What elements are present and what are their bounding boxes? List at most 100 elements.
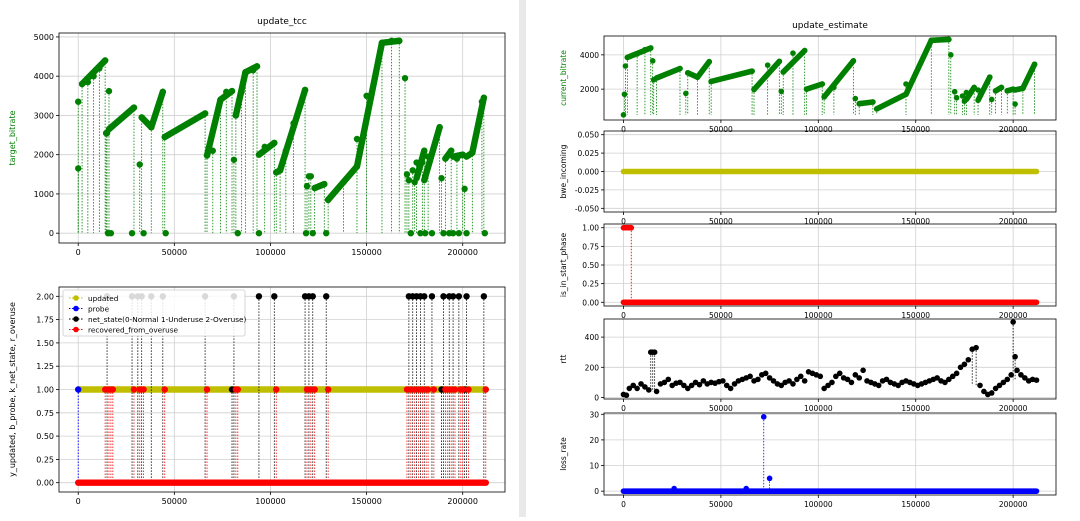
legend-marker xyxy=(73,305,79,312)
data-point xyxy=(720,378,726,384)
data-point xyxy=(992,88,999,94)
legend-entry: recovered_from_overuse xyxy=(88,326,179,335)
data-point xyxy=(223,88,230,96)
data-point xyxy=(700,378,707,384)
x-tick-label: 50000 xyxy=(709,125,733,134)
data-point xyxy=(234,229,241,237)
data-point xyxy=(681,382,687,389)
data-point xyxy=(1008,372,1014,378)
x-tick-label: 100000 xyxy=(804,500,833,509)
data-point xyxy=(988,96,995,103)
data-point xyxy=(162,229,169,237)
x-tick-label: 0 xyxy=(76,248,81,257)
data-point xyxy=(230,156,238,163)
x-tick-label: 200000 xyxy=(999,404,1028,413)
data-point xyxy=(307,173,315,180)
data-point xyxy=(836,370,843,377)
data-point xyxy=(75,165,82,172)
data-point xyxy=(440,293,447,300)
y-tick-label: 0.25 xyxy=(36,455,54,464)
y-tick-label: 1.25 xyxy=(36,362,54,371)
data-point xyxy=(159,88,167,96)
legend-marker xyxy=(73,316,79,322)
y-tick-label: 1.00 xyxy=(582,224,599,233)
data-point xyxy=(630,382,637,389)
chart-title: update_estimate xyxy=(792,21,868,31)
y-tick-label: 0.025 xyxy=(578,149,600,158)
data-point xyxy=(1014,367,1020,374)
data-point xyxy=(311,386,318,393)
data-point xyxy=(107,229,115,237)
chart-est_bitrate: 0 50000 100000 150000 200000 2000 4000 update_e… xyxy=(559,21,1057,134)
data-point xyxy=(965,356,972,363)
data-point xyxy=(101,57,109,64)
data-point xyxy=(751,86,757,93)
data-point xyxy=(778,88,785,95)
data-point xyxy=(626,385,633,392)
data-point xyxy=(797,373,804,380)
data-point xyxy=(282,147,290,154)
data-point xyxy=(480,94,488,101)
data-point xyxy=(653,388,660,395)
data-point xyxy=(78,80,86,88)
x-tick-label: 0 xyxy=(621,217,626,226)
data-point xyxy=(957,364,964,371)
data-point xyxy=(860,367,866,374)
data-point xyxy=(651,349,658,356)
series-segment xyxy=(203,96,224,159)
data-point xyxy=(209,147,216,154)
data-point xyxy=(363,92,370,100)
data-point xyxy=(242,69,249,76)
data-point xyxy=(821,94,827,100)
data-point xyxy=(396,37,403,45)
series-segment xyxy=(708,68,755,85)
data-point xyxy=(977,382,983,389)
data-point xyxy=(844,376,851,383)
data-point xyxy=(1000,379,1007,386)
data-point xyxy=(309,293,316,300)
data-point xyxy=(883,376,890,383)
x-tick-label: 50000 xyxy=(709,500,733,509)
series-segment xyxy=(821,58,857,100)
y-tick-label: 0 xyxy=(594,393,599,402)
data-point xyxy=(1010,319,1016,325)
data-point xyxy=(856,375,863,381)
data-point xyxy=(801,47,808,54)
y-tick-label: 200 xyxy=(585,363,600,372)
data-point xyxy=(755,376,761,383)
data-point xyxy=(1012,101,1018,107)
x-tick-label: 150000 xyxy=(351,248,382,257)
data-point xyxy=(290,120,297,127)
series-segment xyxy=(1020,61,1038,92)
data-point xyxy=(465,386,472,393)
data-point xyxy=(973,344,979,351)
x-tick-label: 200000 xyxy=(447,248,478,257)
data-point xyxy=(438,175,445,182)
y-tick-label: 1.50 xyxy=(36,339,54,348)
data-point xyxy=(481,229,489,237)
data-point xyxy=(261,143,268,151)
data-point xyxy=(1022,375,1028,381)
data-point xyxy=(852,95,859,102)
data-point xyxy=(1020,85,1026,92)
y-axis-label: current_bitrate xyxy=(559,50,568,106)
series-segment xyxy=(353,39,386,170)
data-point xyxy=(482,386,489,393)
x-tick-label: 50000 xyxy=(709,404,733,413)
data-point xyxy=(856,100,863,107)
data-point xyxy=(786,378,792,384)
chart-est_bwe: 0 50000 100000 150000 200000 -0.050 -0.025 0.00… xyxy=(559,130,1057,226)
data-point xyxy=(694,74,701,80)
data-point xyxy=(424,386,432,393)
data-point xyxy=(780,69,787,75)
data-point xyxy=(684,70,691,76)
x-tick-label: 100000 xyxy=(804,311,833,320)
data-point xyxy=(817,373,824,380)
data-point xyxy=(743,485,750,492)
data-point xyxy=(852,372,859,378)
data-point xyxy=(988,390,995,396)
y-tick-label: 0 xyxy=(49,229,54,238)
data-point xyxy=(794,376,800,383)
data-point xyxy=(684,385,691,392)
legend-marker xyxy=(73,326,79,333)
